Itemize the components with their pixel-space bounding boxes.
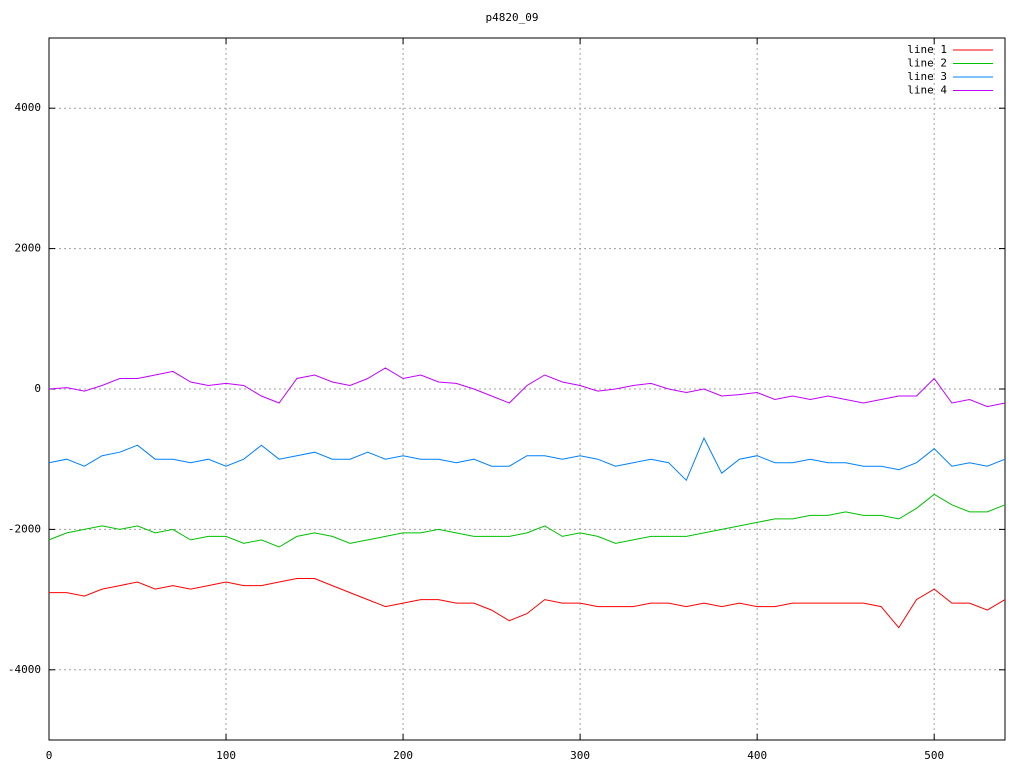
x-tick-label: 200: [393, 749, 413, 762]
legend-label: line 3: [907, 70, 947, 83]
x-tick-label: 0: [46, 749, 53, 762]
x-tick-label: 500: [924, 749, 944, 762]
y-tick-label: 2000: [15, 242, 42, 255]
legend-label: line 2: [907, 57, 947, 70]
data-line: [48, 367, 1006, 408]
legend-label: line 1: [907, 43, 947, 56]
data-line: [49, 578, 1006, 629]
y-tick-label: -2000: [8, 522, 41, 535]
y-tick-label: 0: [34, 382, 41, 395]
y-tick-label: -4000: [8, 663, 41, 676]
x-tick-label: 100: [216, 749, 236, 762]
legend-label: line 4: [907, 84, 947, 97]
data-line: [48, 436, 1006, 482]
x-tick-label: 400: [747, 749, 767, 762]
data-line: [48, 493, 1006, 548]
chart-title: p4820_09: [486, 11, 539, 24]
x-tick-label: 300: [570, 749, 590, 762]
y-tick-label: 4000: [15, 101, 42, 114]
